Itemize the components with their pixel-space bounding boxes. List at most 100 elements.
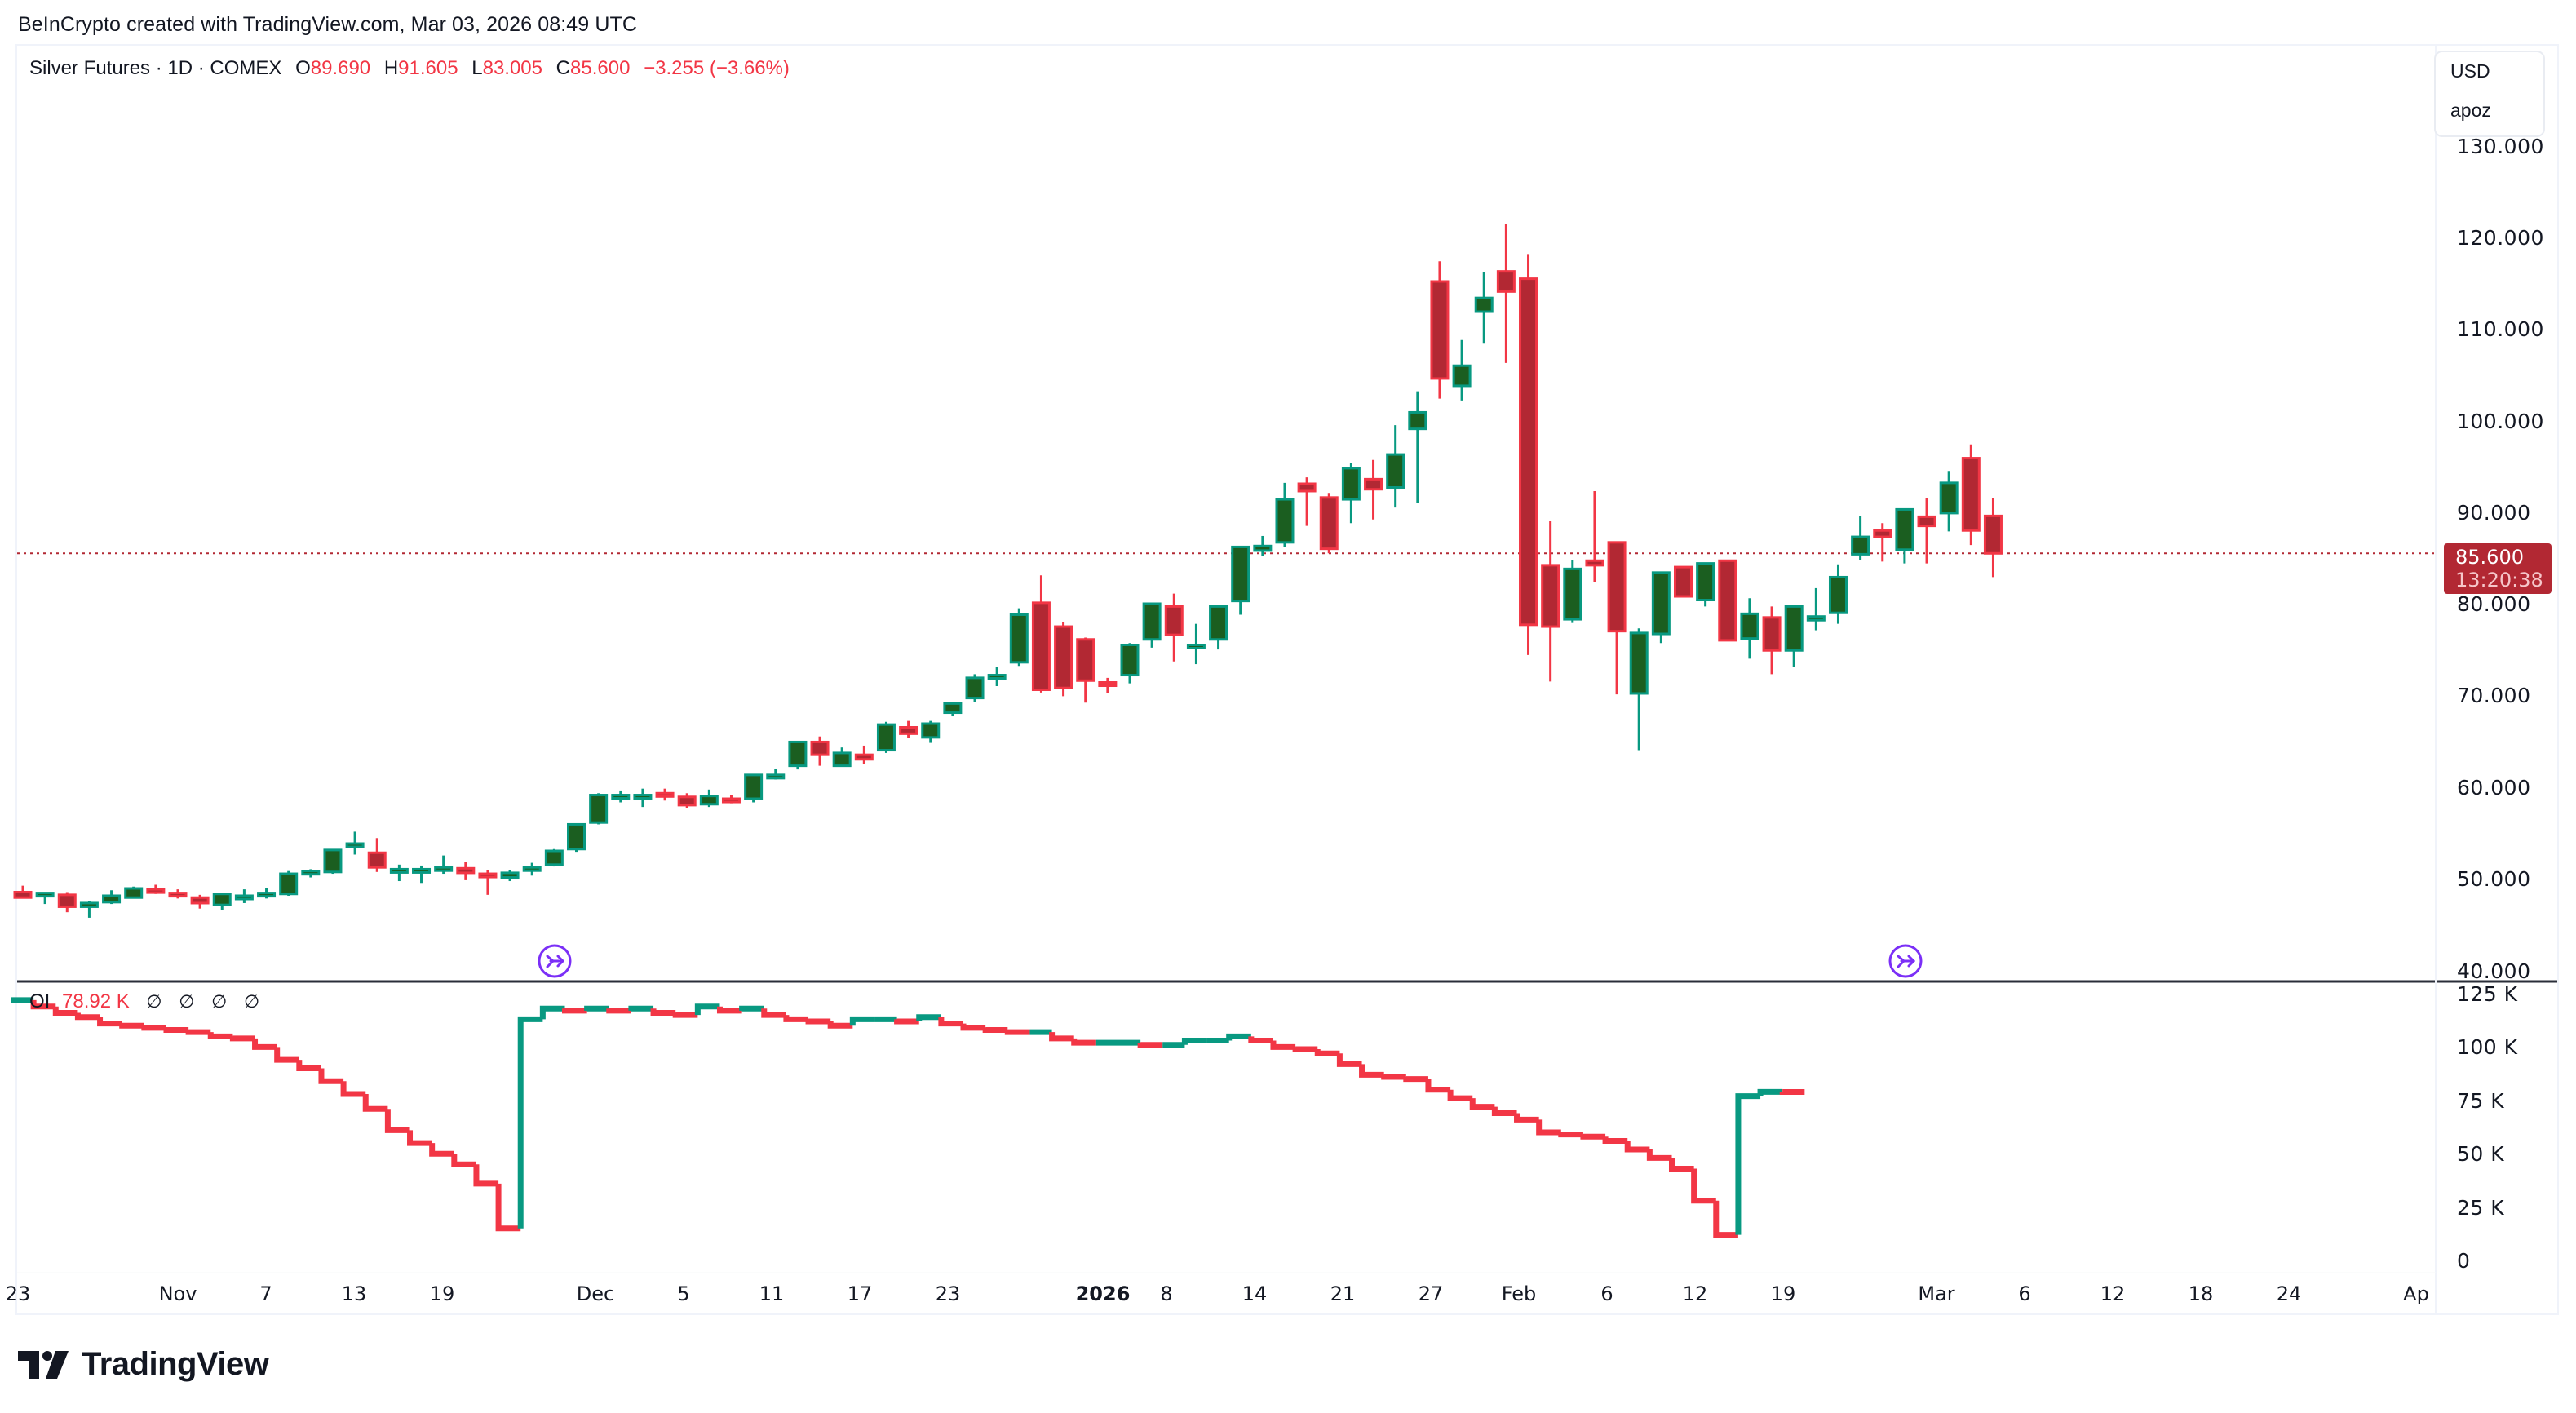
candle-body (234, 894, 254, 901)
open-value: 89.690 (310, 57, 371, 79)
price-axis-label: 100.000 (2457, 409, 2544, 433)
last-price: 85.600 (2455, 546, 2524, 569)
oi-step (1624, 1141, 1650, 1153)
oi-step (1558, 1132, 1583, 1138)
oi-step (1735, 1093, 1761, 1235)
candle-body (1629, 631, 1649, 695)
oi-axis-label: 50 K (2457, 1142, 2505, 1167)
contract-roll-marker-icon[interactable] (1888, 944, 1923, 978)
oi-step (761, 1008, 786, 1018)
candle-body (1142, 602, 1162, 641)
oi-step (739, 1005, 764, 1012)
candle-body (1231, 545, 1250, 603)
time-axis-label: 19 (429, 1282, 455, 1305)
oi-step (207, 1032, 233, 1039)
candle-body (1209, 605, 1228, 641)
candle-body (1054, 625, 1073, 689)
high-value: 91.605 (398, 57, 458, 79)
price-axis-label: 120.000 (2457, 226, 2544, 250)
candle-body (1275, 498, 1295, 544)
oi-step (1469, 1098, 1495, 1110)
oi-step (473, 1164, 499, 1187)
candle-body (1253, 544, 1273, 552)
oi-step (274, 1047, 299, 1063)
unit-label[interactable]: apoz (2450, 100, 2491, 121)
candle-body (1408, 410, 1427, 431)
oi-step (783, 1015, 809, 1022)
candle-body (544, 849, 564, 866)
price-axis-label: 40.000 (2457, 959, 2531, 983)
oi-step (517, 1016, 543, 1229)
oi-axis-label: 75 K (2457, 1088, 2505, 1113)
candle-body (1762, 616, 1782, 652)
candle-body (1519, 277, 1538, 627)
candle-body (876, 723, 896, 752)
candle-body (1806, 615, 1826, 622)
candle-body (1120, 643, 1140, 677)
currency-unit-box[interactable]: USD apoz (2434, 51, 2545, 137)
currency-label[interactable]: USD (2450, 60, 2490, 82)
oi-step (384, 1109, 410, 1133)
contract-roll-marker-icon[interactable] (538, 944, 572, 978)
oi-step (606, 1008, 631, 1014)
tradingview-wordmark: TradingView (82, 1346, 269, 1382)
candle-body (434, 866, 454, 872)
attribution-text: BeInCrypto created with TradingView.com,… (18, 13, 637, 36)
time-axis-label: 21 (1330, 1282, 1356, 1305)
candle-body (567, 822, 586, 851)
oi-step (1137, 1042, 1163, 1048)
change-value: −3.255 (−3.66%) (644, 57, 790, 79)
oi-legend[interactable]: OI 78.92 K ∅ ∅ ∅ ∅ (29, 990, 259, 1013)
candle-body (57, 893, 77, 908)
oi-step (849, 1016, 875, 1026)
tradingview-logo[interactable]: TradingView (18, 1346, 269, 1383)
candle-body (190, 896, 210, 905)
oi-step (827, 1021, 853, 1029)
candle-body (79, 901, 99, 908)
oi-step (185, 1029, 211, 1035)
low-value: 83.005 (482, 57, 542, 79)
oi-step (296, 1060, 321, 1072)
oi-step (97, 1017, 122, 1027)
oi-step (805, 1018, 831, 1025)
oi-step (340, 1081, 366, 1097)
oi-step (1757, 1088, 1783, 1096)
time-axis-label: 14 (1242, 1282, 1268, 1305)
price-axis-label: 60.000 (2457, 775, 2531, 800)
oi-axis-label: 0 (2457, 1249, 2471, 1273)
oi-title[interactable]: OI (29, 990, 51, 1012)
price-axis-label: 80.000 (2457, 592, 2531, 617)
last-price-tag: 85.600 13:20:38 (2444, 543, 2552, 594)
oi-step (1292, 1046, 1318, 1052)
oi-step (1602, 1136, 1628, 1145)
oi-step (672, 1012, 698, 1018)
oi-step (716, 1006, 742, 1014)
symbol-legend[interactable]: Silver Futures · 1D · COMEX O89.690 H91.… (29, 57, 790, 80)
open-label: O (295, 57, 311, 79)
time-axis-label: 6 (2018, 1282, 2031, 1305)
candle-body (1851, 535, 1870, 556)
oi-step (1381, 1074, 1406, 1080)
oi-step (252, 1038, 277, 1050)
candle-body (655, 791, 675, 798)
candle-body (279, 872, 299, 896)
oi-step (982, 1026, 1008, 1033)
candle-body (1563, 567, 1582, 621)
oi-step (1646, 1149, 1672, 1161)
time-axis-label: 6 (1600, 1282, 1613, 1305)
candle-body (699, 795, 719, 806)
candle-body (1031, 601, 1051, 691)
symbol-name[interactable]: Silver Futures · 1D · COMEX (29, 57, 282, 79)
oi-step (495, 1183, 521, 1232)
candle-body (721, 797, 741, 804)
candle-body (13, 890, 33, 899)
candle-body (943, 702, 963, 715)
time-axis-label: 2026 (1075, 1282, 1131, 1305)
time-axis-label: 17 (847, 1282, 873, 1305)
oi-step (163, 1026, 189, 1033)
candle-body (35, 892, 55, 898)
candle-body (611, 794, 631, 800)
oi-step (938, 1017, 964, 1027)
candle-body (1895, 507, 1914, 551)
